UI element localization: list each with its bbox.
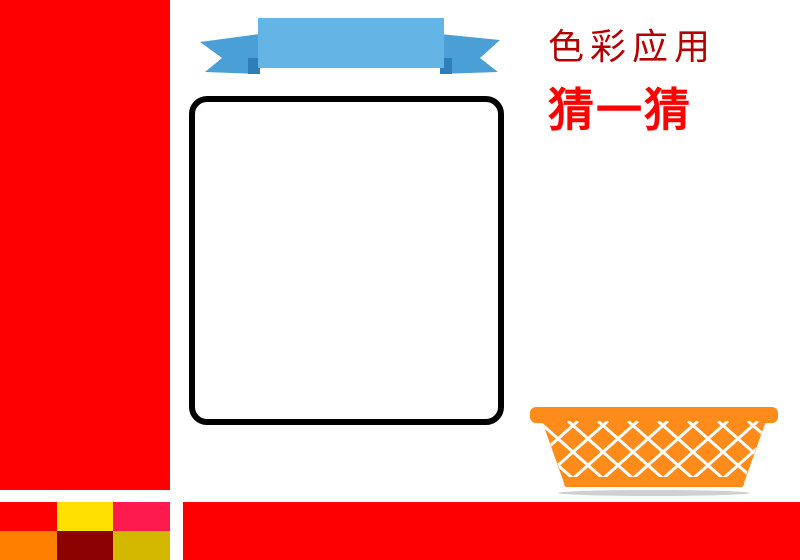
- palette-tile: [57, 502, 114, 531]
- color-palette-tiles: [0, 502, 170, 560]
- left-red-panel: [0, 0, 170, 490]
- palette-tile: [0, 502, 57, 531]
- bottom-red-bar: [183, 502, 800, 560]
- palette-tile: [57, 531, 114, 560]
- title-guess: 猜一猜: [548, 83, 692, 137]
- basket-icon: [530, 407, 778, 496]
- title-color-application: 色彩应用: [548, 27, 717, 68]
- palette-tile: [0, 531, 57, 560]
- palette-tile: [113, 531, 170, 560]
- ribbon-banner-icon: [200, 18, 500, 74]
- card-frame: [189, 96, 504, 425]
- palette-tile: [113, 502, 170, 531]
